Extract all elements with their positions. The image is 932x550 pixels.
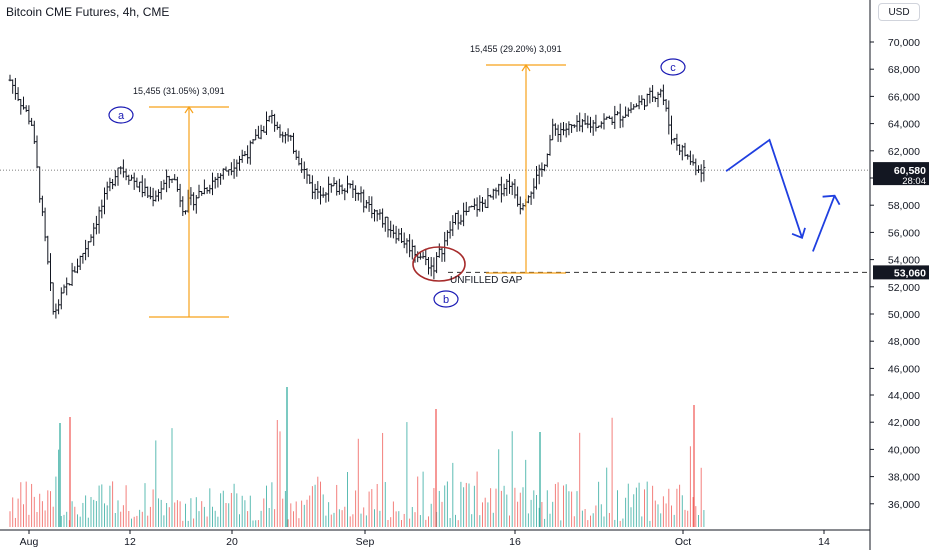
projection-arrow-down [791, 227, 806, 240]
projection-path-up [812, 195, 836, 252]
wave-label-a: a [108, 106, 134, 124]
time-tick-label: 20 [226, 536, 238, 548]
time-tick-label: Oct [675, 536, 691, 548]
price-tick-label: 70,000 [888, 37, 920, 49]
chart-title: Bitcoin CME Futures, 4h, CME [6, 5, 170, 19]
price-tick-label: 48,000 [888, 336, 920, 348]
wave-label-b-text: b [443, 294, 449, 306]
price-tick-label: 58,000 [888, 200, 920, 212]
projection-arrow-up [822, 194, 841, 206]
price-tick-label: 50,000 [888, 309, 920, 321]
gap-circle [412, 246, 466, 282]
wave-label-c-ring [660, 58, 686, 76]
currency-button[interactable]: USD [878, 3, 920, 21]
countdown-label: 28:04 [902, 176, 926, 187]
volume-bars [9, 387, 705, 527]
measure-tool-2-label: 15,455 (29.20%) 3,091 [470, 44, 562, 54]
volume-tick-label: 38,000 [888, 472, 920, 484]
gap-price-badge [873, 265, 929, 280]
wave-label-c: c [660, 58, 686, 76]
time-tick-label: 16 [509, 536, 521, 548]
measure-tool-1: 15,455 (31.05%) 3,091 [133, 86, 229, 318]
price-tick-label: 52,000 [888, 282, 920, 294]
gap-price-label: 53,060 [894, 267, 926, 279]
price-tick-label: 56,000 [888, 227, 920, 239]
volume-tick-label: 42,000 [888, 417, 920, 429]
price-tick-label: 54,000 [888, 255, 920, 267]
time-tick-label: Aug [20, 536, 39, 548]
measure-tool-1-arrow [184, 105, 194, 114]
price-tick-label: 66,000 [888, 91, 920, 103]
volume-tick-label: 40,000 [888, 444, 920, 456]
gap-label: UNFILLED GAP [450, 275, 523, 286]
current-price-badge [873, 162, 929, 186]
time-tick-label: 12 [124, 536, 136, 548]
measure-tool-2: 15,455 (29.20%) 3,091 [470, 44, 566, 274]
current-price-label: 60,580 [894, 165, 926, 177]
price-bars [8, 74, 706, 319]
price-tick-label: 64,000 [888, 119, 920, 131]
time-tick-label: 14 [818, 536, 830, 548]
wave-label-c-text: c [670, 62, 676, 74]
wave-label-b-ring [433, 290, 459, 308]
wave-label-b: b [433, 290, 459, 308]
measure-tool-2-arrow [521, 63, 531, 72]
annotations: 15,455 (31.05%) 3,091 15,455 (29.20%) 3,0… [0, 44, 870, 318]
price-tick-label: 62,000 [888, 146, 920, 158]
volume-tick-label: 44,000 [888, 390, 920, 402]
price-tick-label: 46,000 [888, 363, 920, 375]
time-tick-label: Sep [356, 536, 375, 548]
price-tick-label: 68,000 [888, 64, 920, 76]
wave-label-a-ring [108, 106, 134, 124]
projection-path [725, 138, 803, 239]
measure-tool-1-label: 15,455 (31.05%) 3,091 [133, 86, 225, 96]
wave-label-a-text: a [118, 110, 125, 122]
volume-tick-label: 36,000 [888, 499, 920, 511]
